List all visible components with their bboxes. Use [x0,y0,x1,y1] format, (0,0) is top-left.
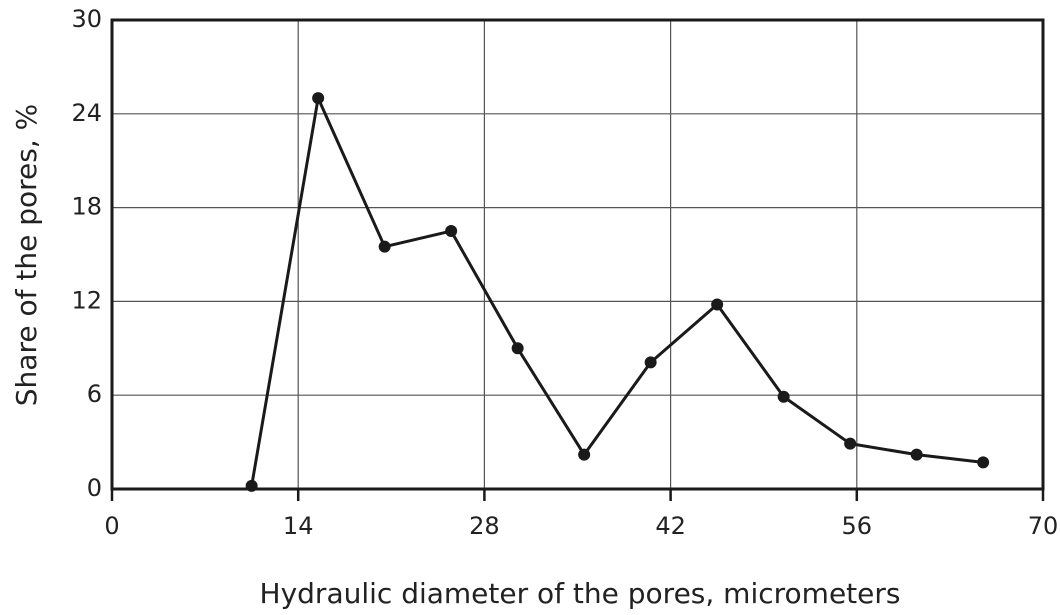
y-axis-label: Share of the pores, % [10,104,43,406]
data-point [777,390,790,403]
x-tick-label: 0 [104,512,119,540]
y-tick-label: 30 [71,5,102,33]
data-point [844,437,857,450]
data-point [245,479,258,492]
data-point [378,240,391,253]
data-line [250,96,984,487]
y-tick-label: 6 [87,380,102,408]
x-tick-label: 42 [655,512,686,540]
plot-frame [110,18,1045,491]
x-axis-label: Hydraulic diameter of the pores, microme… [260,577,901,610]
data-point [711,298,724,311]
data-point [312,92,325,105]
y-tick-label: 0 [87,474,102,502]
x-tick-label: 14 [283,512,314,540]
x-tick-label: 70 [1028,512,1059,540]
y-tick-label: 24 [71,99,102,127]
x-tick-label: 28 [469,512,500,540]
y-tick-label: 18 [71,193,102,221]
data-point [511,342,524,355]
data-point [644,356,657,369]
x-tick-label: 56 [842,512,873,540]
data-point [977,456,990,469]
data-point [910,448,923,461]
data-point [578,448,591,461]
data-point [445,225,458,238]
y-tick-label: 12 [71,286,102,314]
